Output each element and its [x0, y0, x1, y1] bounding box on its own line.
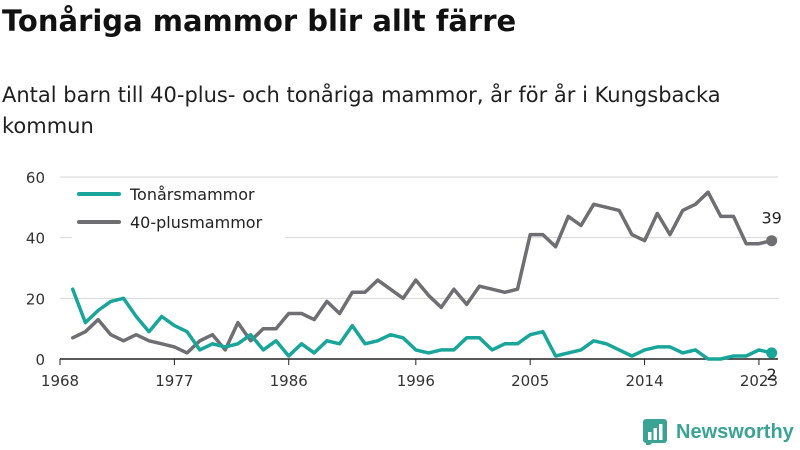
series-line-tonarsmammor: [70, 287, 774, 361]
x-tick-label: 2014: [625, 372, 663, 390]
x-tick-label: 1986: [270, 372, 308, 390]
brand-footer: Newsworthy: [643, 419, 794, 445]
chart-subtitle: Antal barn till 40-plus- och tonåriga ma…: [2, 83, 721, 138]
x-tick-label: 2023: [740, 372, 778, 390]
legend-background: [72, 179, 286, 239]
end-markers: 2 39: [761, 209, 781, 384]
series-lines: [70, 190, 774, 361]
end-marker-tonarsmammor: [766, 347, 778, 359]
legend-label-40plusmammor: 40-plusmammor: [130, 213, 263, 232]
end-value-label-40-plusmammor: 39: [761, 209, 781, 228]
y-tick-label: 40: [26, 230, 45, 248]
legend: Tonårsmammor 40-plusmammor: [72, 179, 286, 239]
x-tick-label: 1968: [41, 372, 79, 390]
brand-name: Newsworthy: [676, 420, 794, 443]
end-marker-40-plusmammor: [766, 235, 778, 247]
y-tick-label: 20: [26, 290, 45, 308]
newsworthy-logo-icon: [643, 419, 667, 445]
x-axis-ticks: 1968 1977 1986 1996 2005 2014 2023: [41, 359, 778, 390]
y-tick-label: 60: [26, 169, 45, 187]
x-tick-label: 1996: [397, 372, 435, 390]
y-axis-ticks: 0 20 40 60: [26, 169, 45, 369]
legend-label-tonarsmammor: Tonårsmammor: [129, 185, 255, 204]
chart-title: Tonåriga mammor blir allt färre: [2, 4, 517, 38]
y-tick-label: 0: [35, 351, 45, 369]
x-tick-label: 2005: [511, 372, 549, 390]
series-line-40-plusmammor: [70, 190, 774, 355]
end-value-label-tonarsmammor: 2: [767, 365, 777, 384]
x-tick-label: 1977: [155, 372, 193, 390]
